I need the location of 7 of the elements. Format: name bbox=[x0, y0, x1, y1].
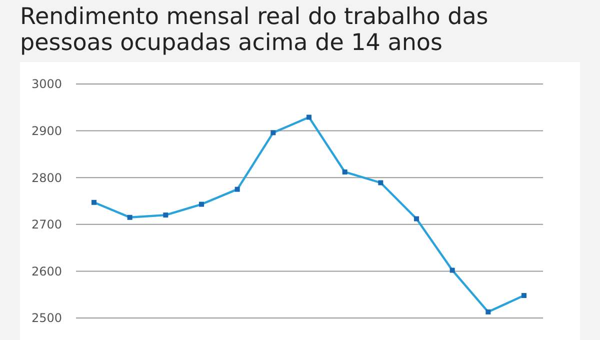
y-tick-label: 2500 bbox=[31, 311, 62, 326]
chart-title: Rendimento mensal real do trabalho das pessoas ocupadas acima de 14 anos bbox=[20, 4, 488, 56]
y-tick-label: 2700 bbox=[31, 218, 62, 232]
y-tick-label: 2800 bbox=[31, 170, 62, 185]
y-tick-label: 2600 bbox=[31, 264, 62, 278]
y-tick-label: 3000 bbox=[31, 77, 62, 92]
y-tick-label: 2900 bbox=[31, 124, 62, 138]
